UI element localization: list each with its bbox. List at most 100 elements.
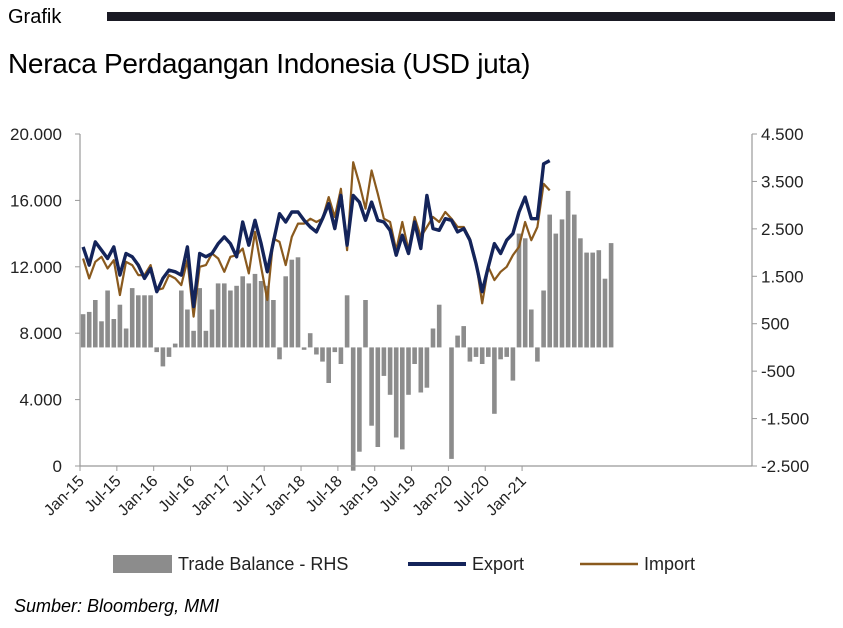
trade-balance-bar <box>136 295 141 348</box>
trade-balance-bar <box>301 347 307 350</box>
right-axis-tick-label: 500 <box>761 315 789 334</box>
trade-balance-bar <box>142 295 147 348</box>
trade-balance-bar <box>535 347 540 362</box>
trade-balance-bar <box>86 311 92 348</box>
trade-balance-bar <box>240 276 245 348</box>
trade-balance-bar <box>179 290 184 348</box>
left-axis-tick-label: 20.000 <box>10 125 62 144</box>
trade-balance-bar <box>93 300 98 348</box>
trade-balance-bar <box>228 290 233 348</box>
trade-balance-bar <box>252 273 258 348</box>
trade-balance-bar <box>553 233 559 348</box>
trade-balance-bar <box>191 330 196 348</box>
legend-label-trade-balance: Trade Balance - RHS <box>178 554 348 574</box>
trade-balance-bar <box>197 288 202 348</box>
trade-balance-bar <box>486 347 491 357</box>
left-axis-tick-label: 16.000 <box>10 191 62 210</box>
trade-balance-bar <box>430 328 436 348</box>
source-note: Sumber: Bloomberg, MMI <box>14 596 220 616</box>
trade-balance-bar <box>400 347 405 450</box>
x-axis-tick-label: Jan-19 <box>336 473 383 520</box>
trade-balance-bar <box>185 309 190 348</box>
trade-balance-bar <box>602 278 608 348</box>
right-axis-tick-label: -2.500 <box>761 457 809 476</box>
trade-balance-bar <box>387 347 393 395</box>
trade-balance-bar <box>479 347 485 364</box>
trade-balance-bar <box>473 347 479 357</box>
trade-balance-bar <box>117 304 123 348</box>
trade-balance-bar <box>363 300 368 348</box>
trade-balance-bar <box>314 347 319 355</box>
trade-balance-bar <box>584 252 589 348</box>
legend-label-import: Import <box>644 554 695 574</box>
trade-balance-bar <box>455 335 460 348</box>
export-line <box>81 159 551 309</box>
trade-balance-bar <box>123 328 129 348</box>
trade-balance-bar <box>565 190 571 348</box>
trade-balance-bar <box>111 319 117 348</box>
x-axis-tick-label: Jan-20 <box>410 473 457 520</box>
trade-balance-bar <box>424 347 430 388</box>
chart-lines <box>81 159 551 318</box>
trade-balance-bar <box>283 276 288 348</box>
section-divider <box>107 12 835 21</box>
trade-balance-bar <box>393 347 399 438</box>
trade-balance-bar <box>307 333 313 348</box>
trade-balance-bar <box>271 300 276 348</box>
trade-balance-bar <box>381 347 387 376</box>
trade-balance-bar <box>222 283 227 348</box>
trade-balance-bar <box>338 347 344 364</box>
trade-balance-bars <box>80 190 614 471</box>
import-line <box>82 161 551 318</box>
trade-balance-bar <box>516 233 522 348</box>
trade-balance-bar <box>412 347 417 364</box>
x-axis-tick-label: Jan-21 <box>483 473 530 520</box>
left-axis-tick-label: 4.000 <box>19 391 62 410</box>
trade-balance-bar <box>596 250 602 348</box>
right-axis-tick-label: 1.500 <box>761 267 804 286</box>
trade-balance-bar <box>129 288 135 348</box>
trade-balance-bar <box>172 343 178 348</box>
trade-balance-bar <box>369 347 374 426</box>
trade-balance-bar <box>320 347 325 362</box>
trade-balance-bar <box>277 347 282 360</box>
trade-balance-bar <box>504 347 509 357</box>
trade-balance-bar <box>265 285 270 348</box>
trade-balance-bar <box>608 243 614 348</box>
trade-balance-bar <box>209 309 215 348</box>
trade-balance-bar <box>449 347 454 459</box>
chart-title: Neraca Perdagangan Indonesia (USD juta) <box>8 48 531 79</box>
trade-balance-bar <box>461 326 466 348</box>
chart-axes: 0 4.000 8.000 12.000 16.000 20.000 -2.500 -1.50… <box>10 125 809 519</box>
trade-balance-bar <box>541 290 546 348</box>
x-axis-tick-label: Jan-16 <box>115 473 162 520</box>
trade-balance-bar <box>350 347 356 471</box>
trade-balance-bar <box>160 347 166 367</box>
trade-balance-bar <box>332 347 338 353</box>
trade-balance-bar <box>99 321 104 348</box>
trade-balance-bar <box>418 347 424 393</box>
left-axis-tick-label: 12.000 <box>10 258 62 277</box>
trade-balance-bar <box>406 347 411 395</box>
trade-balance-bar <box>467 347 473 362</box>
legend-swatch-trade-balance <box>113 555 172 573</box>
trade-balance-bar <box>80 314 86 348</box>
trade-balance-bar <box>258 281 264 348</box>
trade-balance-bar <box>498 347 503 360</box>
trade-balance-bar <box>246 283 252 348</box>
section-label: Grafik <box>8 6 62 28</box>
x-axis-tick-label: Jan-17 <box>189 473 236 520</box>
trade-balance-bar <box>344 295 350 348</box>
trade-balance-bar <box>522 238 528 348</box>
trade-balance-bar <box>590 252 595 348</box>
trade-balance-bar <box>529 309 534 348</box>
trade-balance-bar <box>289 259 295 348</box>
trade-balance-bar <box>148 295 153 348</box>
trade-balance-bar <box>492 347 497 414</box>
x-axis-tick-label: Jan-15 <box>41 473 88 520</box>
trade-balance-bar <box>375 347 381 447</box>
trade-balance-bar <box>105 290 110 348</box>
trade-balance-bar <box>166 347 172 357</box>
right-axis-tick-label: 4.500 <box>761 125 804 144</box>
